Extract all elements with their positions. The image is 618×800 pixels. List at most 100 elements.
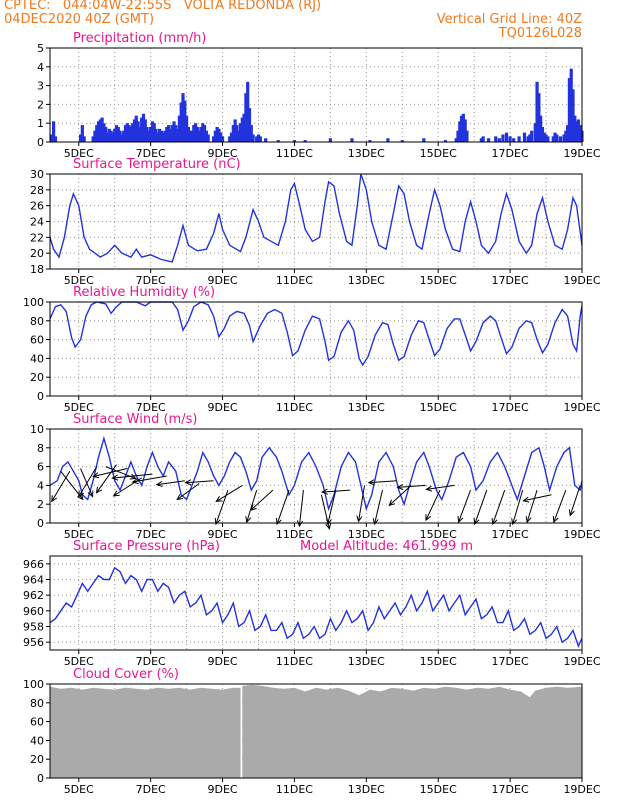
precipitation-bar	[113, 128, 117, 142]
temperature-y-tick-label: 18	[30, 263, 44, 276]
wind-x-tick-label: 17DEC	[492, 528, 529, 541]
precipitation-bar	[571, 89, 575, 142]
wind-arrow	[296, 490, 304, 528]
precipitation-bar	[219, 132, 223, 142]
precipitation-bar	[573, 115, 577, 142]
wind-arrow	[425, 484, 455, 492]
wind-arrow	[367, 479, 397, 486]
cloud-cover-x-tick-label: 15DEC	[420, 783, 457, 796]
precipitation-bar	[276, 140, 280, 142]
pressure-y-tick-label: 962	[23, 589, 44, 602]
wind-arrow	[275, 489, 290, 526]
precipitation-bar	[569, 68, 573, 142]
precipitation-bar	[96, 121, 101, 142]
humidity-y-tick-label: 20	[30, 371, 44, 384]
precipitation-bar	[134, 115, 138, 142]
precipitation-bar	[78, 134, 83, 142]
wind-arrow	[473, 489, 488, 526]
temperature-y-tick-label: 24	[30, 216, 44, 229]
cloud-cover-x-tick-label: 5DEC	[64, 783, 94, 796]
precipitation-y-tick-label: 1	[37, 117, 44, 130]
wind-arrow	[491, 489, 506, 526]
precipitation-bar	[242, 113, 246, 142]
precipitation-bar	[206, 134, 210, 142]
precipitation-bar	[551, 136, 555, 142]
precipitation-bar	[177, 115, 182, 142]
precipitation-bar	[80, 125, 84, 142]
run-date: 04DEC2020 40Z (GMT)	[4, 12, 155, 27]
wind-x-tick-label: 7DEC	[136, 528, 166, 541]
precipitation-bar	[235, 125, 239, 142]
pressure-x-tick-label: 13DEC	[348, 655, 385, 668]
precipitation-bar	[140, 117, 144, 142]
precipitation-bar	[179, 102, 183, 142]
precipitation-bar	[303, 140, 307, 142]
precipitation-frame	[49, 47, 583, 143]
precipitation-bar	[328, 138, 332, 142]
pressure-x-tick-label: 17DEC	[492, 655, 529, 668]
precipitation-bar	[494, 136, 498, 142]
precipitation-bar	[486, 138, 491, 142]
precipitation-bar	[91, 136, 95, 142]
precipitation-bar	[127, 125, 131, 142]
precipitation-bar	[143, 119, 147, 142]
wind-arrow	[356, 485, 366, 523]
precipitation-bar	[132, 119, 137, 142]
precipitation-bar	[508, 136, 512, 142]
precipitation-bar	[504, 132, 509, 142]
precipitation-bar	[122, 130, 126, 142]
precipitation-bar	[575, 121, 579, 142]
temperature-x-tick-label: 13DEC	[348, 274, 385, 287]
cloud-cover-y-tick-label: 60	[30, 716, 44, 729]
wind-arrow	[155, 480, 185, 487]
humidity-frame	[49, 301, 583, 397]
precipitation-bar	[152, 123, 156, 142]
vertical-grid-note: Vertical Grid Line: 40Z	[436, 12, 582, 27]
precipitation-bar	[229, 132, 234, 142]
temperature-x-tick-label: 17DEC	[492, 274, 529, 287]
precipitation-bar	[481, 136, 485, 142]
precipitation-bar	[50, 134, 54, 142]
precipitation-bar	[292, 140, 297, 142]
precipitation-bar	[578, 125, 582, 142]
precipitation-bar	[251, 134, 255, 142]
precipitation-x-tick-label: 7DEC	[136, 147, 166, 160]
wind-arrow	[568, 485, 581, 517]
precipitation-bar	[264, 138, 268, 142]
precipitation-bar	[165, 126, 169, 142]
precipitation-x-tick-label: 17DEC	[492, 147, 529, 160]
precipitation-bar	[454, 138, 458, 142]
cloud-cover-x-tick-label: 7DEC	[136, 783, 166, 796]
precipitation-bar	[497, 138, 501, 142]
wind-series-line	[49, 435, 583, 512]
precipitation-bar	[192, 125, 196, 142]
precipitation-bar	[193, 123, 198, 142]
wind-x-tick-label: 15DEC	[420, 528, 457, 541]
wind-arrow	[131, 475, 167, 485]
temperature-x-tick-label: 7DEC	[136, 274, 166, 287]
temperature-y-tick-label: 22	[30, 231, 44, 244]
precipitation-bar	[546, 136, 550, 142]
precipitation-bar	[129, 126, 133, 142]
precipitation-bar	[199, 126, 203, 142]
precipitation-bar	[533, 123, 537, 142]
cloud-cover-y-tick-label: 0	[37, 772, 44, 785]
precipitation-bar	[553, 132, 557, 142]
precipitation-bar	[400, 140, 404, 142]
wind-arrow	[92, 467, 128, 479]
precipitation-bar	[526, 136, 530, 142]
precipitation-bar	[479, 138, 483, 142]
precipitation-bar	[145, 126, 149, 142]
precipitation-bar	[567, 78, 572, 142]
precipitation-bar	[105, 132, 110, 142]
cloud-cover-frame	[49, 683, 583, 779]
cloud-cover-y-tick-label: 80	[30, 697, 44, 710]
precipitation-bar	[123, 125, 128, 142]
wind-y-tick-label: 0	[37, 517, 44, 530]
precipitation-bar	[51, 121, 56, 142]
precipitation-bar	[82, 136, 86, 142]
precipitation-bar	[443, 140, 448, 142]
precipitation-bar	[539, 115, 543, 142]
precipitation-bar	[422, 138, 426, 142]
